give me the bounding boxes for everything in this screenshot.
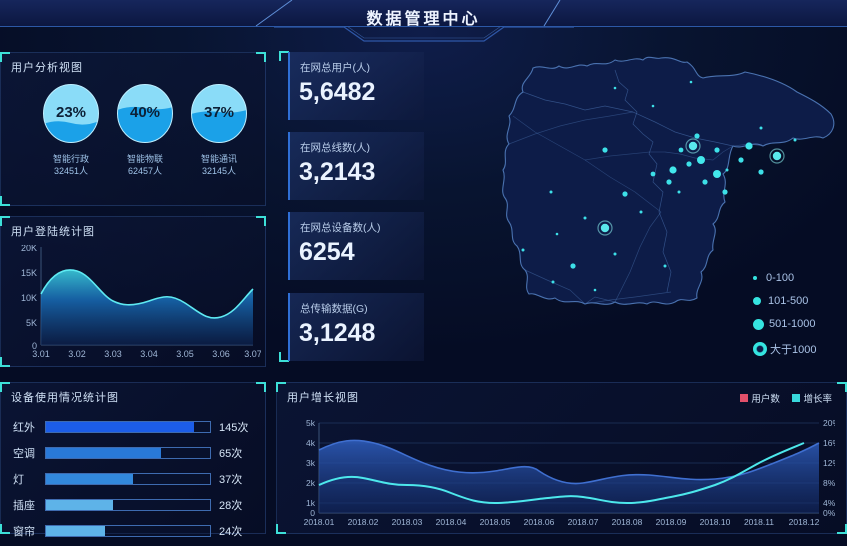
svg-text:3k: 3k: [306, 458, 316, 468]
svg-text:2018.04: 2018.04: [436, 517, 467, 527]
svg-text:2018.07: 2018.07: [568, 517, 599, 527]
svg-text:2018.08: 2018.08: [612, 517, 643, 527]
svg-text:5K: 5K: [26, 318, 37, 328]
svg-text:2018.02: 2018.02: [348, 517, 379, 527]
svg-text:2k: 2k: [306, 478, 316, 488]
svg-text:3.04: 3.04: [140, 349, 158, 359]
svg-text:3.01: 3.01: [32, 349, 50, 359]
svg-text:2018.10: 2018.10: [700, 517, 731, 527]
svg-text:2018.03: 2018.03: [392, 517, 423, 527]
svg-text:20%: 20%: [823, 418, 835, 428]
svg-text:20K: 20K: [21, 245, 37, 253]
svg-text:3.05: 3.05: [176, 349, 194, 359]
svg-text:2018.12: 2018.12: [789, 517, 820, 527]
svg-text:10K: 10K: [21, 293, 37, 303]
svg-text:2018.09: 2018.09: [656, 517, 687, 527]
svg-text:3.06: 3.06: [212, 349, 230, 359]
svg-text:5k: 5k: [306, 418, 316, 428]
svg-text:15K: 15K: [21, 268, 37, 278]
svg-text:4%: 4%: [823, 498, 835, 508]
svg-text:2018.05: 2018.05: [480, 517, 511, 527]
svg-text:1k: 1k: [306, 498, 316, 508]
svg-text:3.07: 3.07: [244, 349, 261, 359]
svg-text:2018.11: 2018.11: [744, 517, 774, 527]
svg-text:3.02: 3.02: [68, 349, 86, 359]
svg-text:4k: 4k: [306, 438, 316, 448]
svg-text:0%: 0%: [823, 508, 835, 518]
svg-text:8%: 8%: [823, 478, 835, 488]
svg-text:12%: 12%: [823, 458, 835, 468]
svg-text:3.03: 3.03: [104, 349, 122, 359]
svg-text:16%: 16%: [823, 438, 835, 448]
svg-text:2018.06: 2018.06: [524, 517, 555, 527]
svg-text:2018.01: 2018.01: [304, 517, 335, 527]
